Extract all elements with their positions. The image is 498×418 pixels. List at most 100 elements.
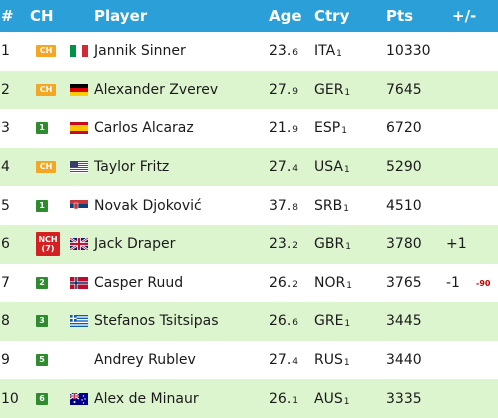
table-row: 9 5 Andrey Rublev 27. 4 RUS 1 3440 bbox=[0, 340, 498, 380]
points-cell: 4510 bbox=[386, 197, 422, 214]
header-ctry[interactable]: Ctry bbox=[314, 7, 350, 25]
header-player[interactable]: Player bbox=[94, 7, 148, 25]
flag-cell bbox=[70, 148, 88, 187]
italy-flag-icon bbox=[70, 45, 88, 58]
table-row: 8 3 Stefanos Tsitsipas 26. 6 GRE 1 3445 bbox=[0, 302, 498, 341]
age-decimal: 2 bbox=[292, 241, 298, 252]
points-cell: 7645 bbox=[386, 81, 422, 98]
header-change[interactable]: +/- bbox=[452, 7, 477, 25]
age-cell: 21. 9 bbox=[269, 109, 298, 148]
player-name[interactable]: Jannik Sinner bbox=[94, 43, 186, 60]
points-change-value: -90 bbox=[476, 279, 491, 289]
player-name[interactable]: Taylor Fritz bbox=[94, 159, 170, 176]
country-cell[interactable]: GER 1 bbox=[314, 71, 350, 110]
ch-cell: CH bbox=[36, 71, 56, 110]
flag-cell bbox=[70, 379, 88, 418]
ch-cell: 5 bbox=[36, 341, 48, 380]
change-cell: +1 bbox=[446, 236, 467, 253]
nch-badge: NCH (7) bbox=[36, 232, 60, 257]
country-code: GBR bbox=[314, 236, 345, 253]
rank-cell: 9 bbox=[1, 352, 10, 369]
age-value: 26. bbox=[269, 274, 292, 291]
table-row: 3 1 Carlos Alcaraz 21. 9 ESP 1 6720 bbox=[0, 109, 498, 148]
table-row: 5 1 Novak Djoković 37. 8 SRB 1 4510 bbox=[0, 186, 498, 225]
country-rank: 1 bbox=[343, 203, 349, 214]
spain-flag-icon bbox=[70, 122, 88, 135]
rank-cell: 2 bbox=[1, 81, 10, 98]
header-rank[interactable]: # bbox=[1, 7, 14, 25]
country-cell[interactable]: SRB 1 bbox=[314, 186, 349, 225]
player-name[interactable]: Carlos Alcaraz bbox=[94, 120, 194, 137]
header-ch[interactable]: CH bbox=[30, 7, 54, 25]
ch-badge: CH bbox=[36, 45, 56, 58]
ch-cell: 6 bbox=[36, 379, 48, 418]
country-cell[interactable]: GRE 1 bbox=[314, 302, 350, 341]
country-rank: 1 bbox=[343, 396, 350, 407]
points-cell: 3765 bbox=[386, 274, 422, 291]
rank-cell: 3 bbox=[1, 120, 10, 137]
country-code: ESP bbox=[314, 120, 341, 137]
player-name[interactable]: Casper Ruud bbox=[94, 274, 184, 291]
age-cell: 26. 6 bbox=[269, 302, 298, 341]
header-pts[interactable]: Pts bbox=[386, 7, 414, 25]
player-name[interactable]: Andrey Rublev bbox=[94, 352, 196, 369]
ch-badge: CH bbox=[36, 161, 56, 174]
country-code: NOR bbox=[314, 274, 346, 291]
rank-cell: 8 bbox=[1, 313, 10, 330]
ch-cell: NCH (7) bbox=[36, 225, 60, 264]
points-cell: 3440 bbox=[386, 352, 422, 369]
ch-cell: 3 bbox=[36, 302, 48, 341]
age-decimal: 2 bbox=[292, 279, 298, 290]
header-age[interactable]: Age bbox=[269, 7, 302, 25]
player-name[interactable]: Jack Draper bbox=[94, 236, 176, 253]
points-cell: 10330 bbox=[386, 43, 431, 60]
age-cell: 27. 9 bbox=[269, 71, 298, 110]
age-cell: 37. 8 bbox=[269, 186, 298, 225]
ch-cell: CH bbox=[36, 32, 56, 71]
age-cell: 26. 2 bbox=[269, 264, 298, 303]
country-code: RUS bbox=[314, 352, 343, 369]
age-value: 21. bbox=[269, 120, 292, 137]
ch-cell: 2 bbox=[36, 264, 48, 303]
points-cell: 3335 bbox=[386, 390, 422, 407]
age-decimal: 6 bbox=[292, 318, 298, 329]
country-cell[interactable]: RUS 1 bbox=[314, 341, 350, 380]
country-cell[interactable]: AUS 1 bbox=[314, 379, 349, 418]
rank-cell: 4 bbox=[1, 159, 10, 176]
player-name[interactable]: Alexander Zverev bbox=[94, 81, 219, 98]
table-row: 6 NCH (7) Jack Draper 23. 2 GBR 1 3780 +1 bbox=[0, 224, 498, 264]
career-high-badge: 6 bbox=[36, 392, 48, 405]
country-rank: 1 bbox=[341, 126, 347, 137]
country-cell[interactable]: NOR 1 bbox=[314, 264, 352, 303]
player-name[interactable]: Novak Djoković bbox=[94, 197, 202, 214]
country-cell[interactable]: USA 1 bbox=[314, 148, 350, 187]
age-value: 23. bbox=[269, 43, 292, 60]
country-code: USA bbox=[314, 159, 343, 176]
uk-flag-icon bbox=[70, 238, 88, 251]
player-name[interactable]: Alex de Minaur bbox=[94, 390, 199, 407]
career-high-badge: 5 bbox=[36, 354, 48, 367]
country-cell[interactable]: ESP 1 bbox=[314, 109, 347, 148]
age-value: 23. bbox=[269, 236, 292, 253]
ch-cell: CH bbox=[36, 148, 56, 187]
country-cell[interactable]: ITA 1 bbox=[314, 32, 342, 71]
age-value: 27. bbox=[269, 159, 292, 176]
career-high-badge: 3 bbox=[36, 315, 48, 328]
age-decimal: 4 bbox=[292, 164, 298, 175]
career-high-badge: 2 bbox=[36, 276, 48, 289]
country-rank: 1 bbox=[343, 358, 350, 369]
rank-cell: 10 bbox=[1, 390, 19, 407]
career-high-badge: 1 bbox=[36, 199, 48, 212]
flag-cell bbox=[70, 71, 88, 110]
country-cell[interactable]: GBR 1 bbox=[314, 225, 351, 264]
career-high-badge: 1 bbox=[36, 122, 48, 135]
table-row: 10 6 Alex de Minaur 26. 1 AUS 1 3335 bbox=[0, 379, 498, 418]
age-cell: 27. 4 bbox=[269, 148, 298, 187]
player-name[interactable]: Stefanos Tsitsipas bbox=[94, 313, 219, 330]
rank-cell: 7 bbox=[1, 274, 10, 291]
table-header: # CH Player Age Ctry Pts +/- bbox=[0, 0, 498, 32]
serbia-flag-icon bbox=[70, 199, 88, 212]
table-row: 2 CH Alexander Zverev 27. 9 GER 1 7645 bbox=[0, 70, 498, 110]
flag-cell bbox=[70, 302, 88, 341]
points-cell: 3445 bbox=[386, 313, 422, 330]
